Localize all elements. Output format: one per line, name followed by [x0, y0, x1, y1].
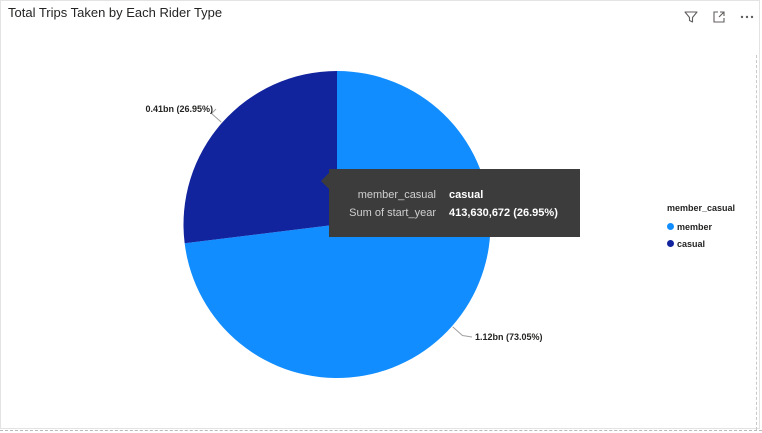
data-label-casual: 0.41bn (26.95%)	[145, 104, 213, 114]
tooltip-key: member_casual	[357, 189, 436, 201]
tooltip-key: Sum of start_year	[349, 207, 436, 219]
pie-slice-casual[interactable]	[183, 71, 337, 244]
tooltip-value: 413,630,672 (26.95%)	[449, 207, 558, 219]
tooltip-value: casual	[449, 189, 484, 201]
legend-label-casual: casual	[677, 238, 706, 249]
leader-line-casual	[210, 108, 222, 123]
legend-label-member: member	[677, 221, 713, 232]
chart-legend: member_casual member casual	[667, 203, 735, 252]
visual-boundary-right	[756, 55, 757, 430]
focus-mode-icon[interactable]	[709, 7, 729, 27]
legend-dot-casual	[667, 240, 674, 247]
visual-title: Total Trips Taken by Each Rider Type	[8, 5, 223, 20]
tooltip: member_casual casual Sum of start_year 4…	[321, 169, 580, 237]
legend-item-member[interactable]: member	[667, 218, 735, 235]
filter-icon[interactable]	[681, 7, 701, 27]
visual-boundary-bottom	[0, 430, 762, 431]
more-options-icon[interactable]	[737, 7, 757, 27]
data-label-member: 1.12bn (73.05%)	[475, 332, 543, 342]
legend-title: member_casual	[667, 203, 736, 213]
legend-dot-member	[667, 223, 674, 230]
tooltip-row: Sum of start_year 413,630,672 (26.95%)	[329, 207, 580, 223]
tooltip-row: member_casual casual	[329, 189, 580, 205]
leader-line-member	[452, 326, 473, 338]
legend-item-casual[interactable]: casual	[667, 235, 735, 252]
